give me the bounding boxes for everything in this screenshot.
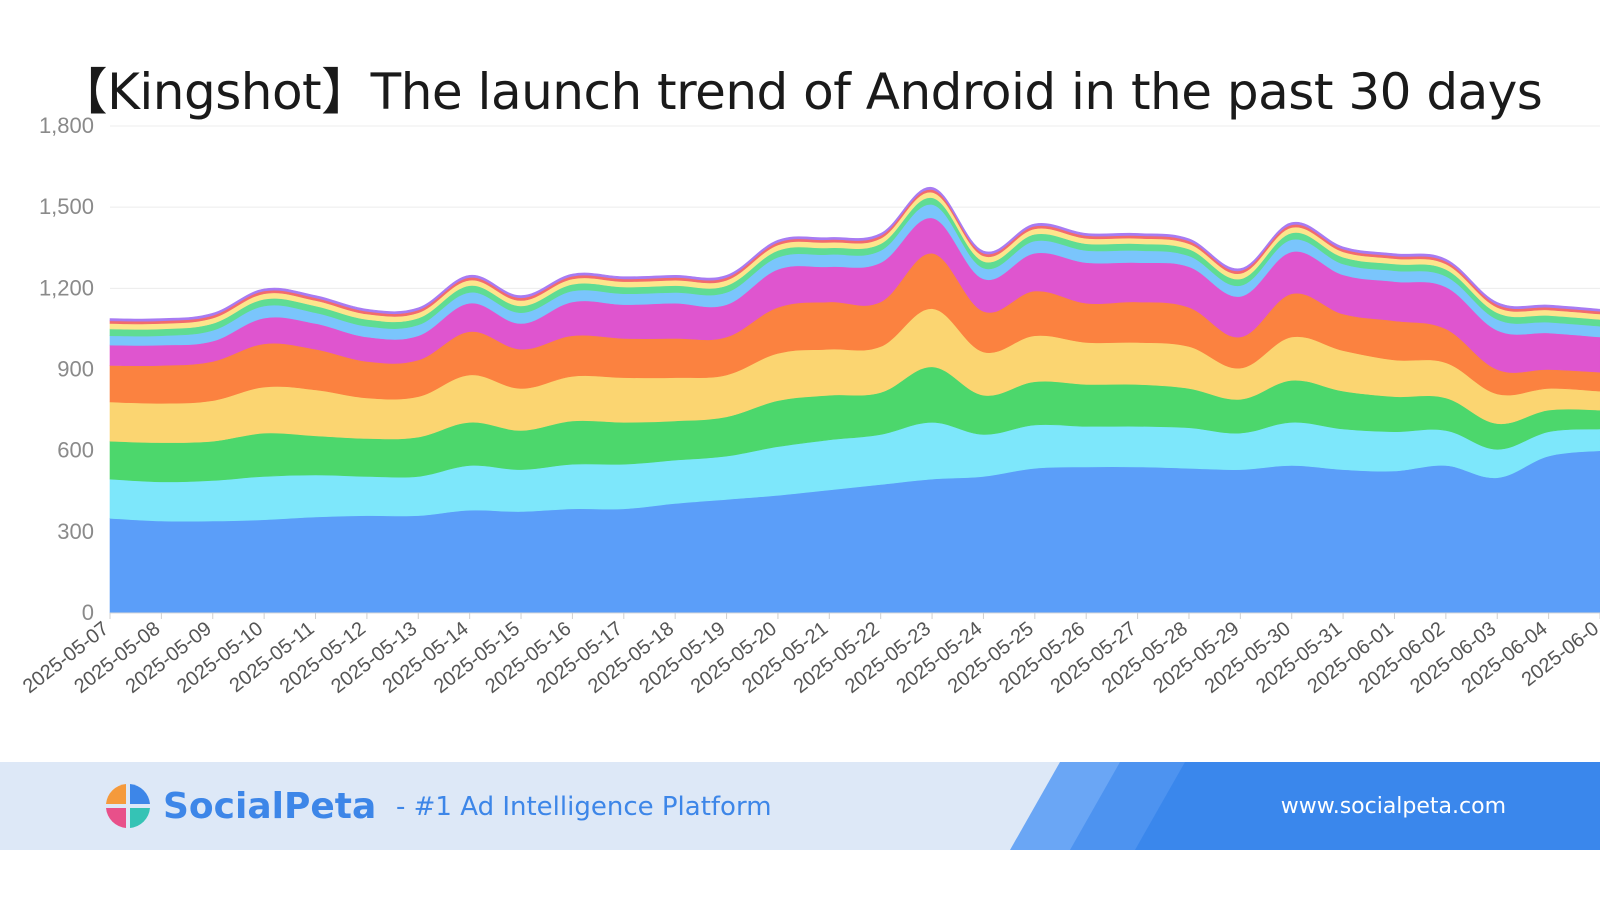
y-tick-label: 900 [57, 357, 94, 382]
area-series-11 [109, 187, 1600, 322]
y-tick-label: 1,800 [39, 113, 94, 138]
stacked-area-chart: 0 300 600 900 1,200 1,500 1,800 2025-05-072025… [19, 113, 1600, 698]
y-tick-label: 1,200 [39, 275, 94, 300]
brand-name: SocialPeta [163, 786, 377, 827]
y-tick-label: 300 [57, 519, 94, 544]
brand-tagline: - #1 Ad Intelligence Platform [396, 792, 772, 822]
chart-title: 【Kingshot】The launch trend of Android in… [57, 63, 1543, 121]
website-link[interactable]: www.socialpeta.com [1280, 794, 1506, 819]
y-tick-label: 600 [57, 438, 94, 463]
x-axis: 2025-05-072025-05-082025-05-092025-05-10… [19, 612, 1600, 698]
y-axis: 0 300 600 900 1,200 1,500 1,800 [39, 113, 94, 625]
socialpeta-logo-icon [106, 784, 150, 828]
footer-banner: SocialPeta - #1 Ad Intelligence Platform… [0, 762, 1600, 850]
y-tick-label: 0 [82, 600, 94, 625]
footer-decoration [1010, 762, 1600, 850]
chart-areas [109, 187, 1600, 614]
y-tick-label: 1,500 [39, 194, 94, 219]
